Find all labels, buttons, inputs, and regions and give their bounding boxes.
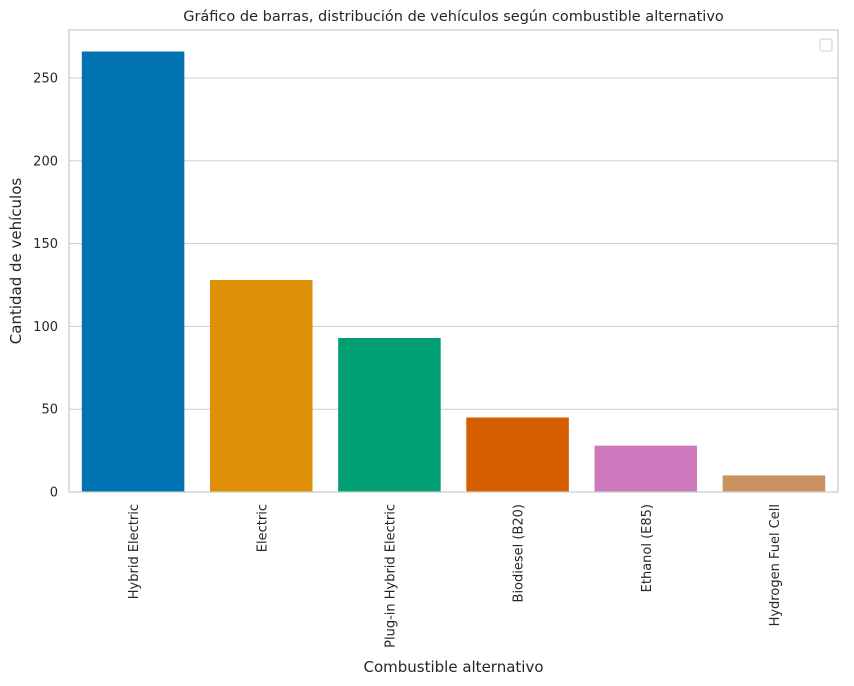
y-tick-labels: 0 50 100 150 200 250 <box>33 72 58 501</box>
x-tick-label: Plug-in Hybrid Electric <box>383 504 398 648</box>
y-tick-label: 50 <box>41 403 58 418</box>
bar <box>722 475 826 492</box>
bar <box>466 417 569 492</box>
x-tick-label: Biodiesel (B20) <box>512 504 527 602</box>
bar <box>209 280 313 492</box>
x-tick-label: Hybrid Electric <box>127 504 142 599</box>
bar <box>594 445 698 492</box>
x-tick-label: Ethanol (E85) <box>640 504 655 592</box>
plot-frame <box>68 29 839 493</box>
chart-title: Gráfico de barras, distribución de vehíc… <box>183 9 724 25</box>
bar <box>338 338 441 492</box>
x-tick-labels: Hybrid Electric Electric Plug-in Hybrid El… <box>127 504 783 648</box>
y-axis-title: Cantidad de vehículos <box>7 178 25 345</box>
bar <box>81 51 185 492</box>
y-tick-label: 250 <box>33 72 58 87</box>
x-axis-title: Combustible alternativo <box>363 658 543 676</box>
y-tick-label: 0 <box>50 486 58 501</box>
y-tick-label: 200 <box>33 154 58 169</box>
x-tick-label: Electric <box>255 504 270 552</box>
x-tick-label: Hydrogen Fuel Cell <box>768 504 783 626</box>
legend-box <box>819 38 833 52</box>
y-tick-label: 150 <box>33 237 58 252</box>
bars <box>81 51 826 492</box>
y-tick-label: 100 <box>33 320 58 335</box>
